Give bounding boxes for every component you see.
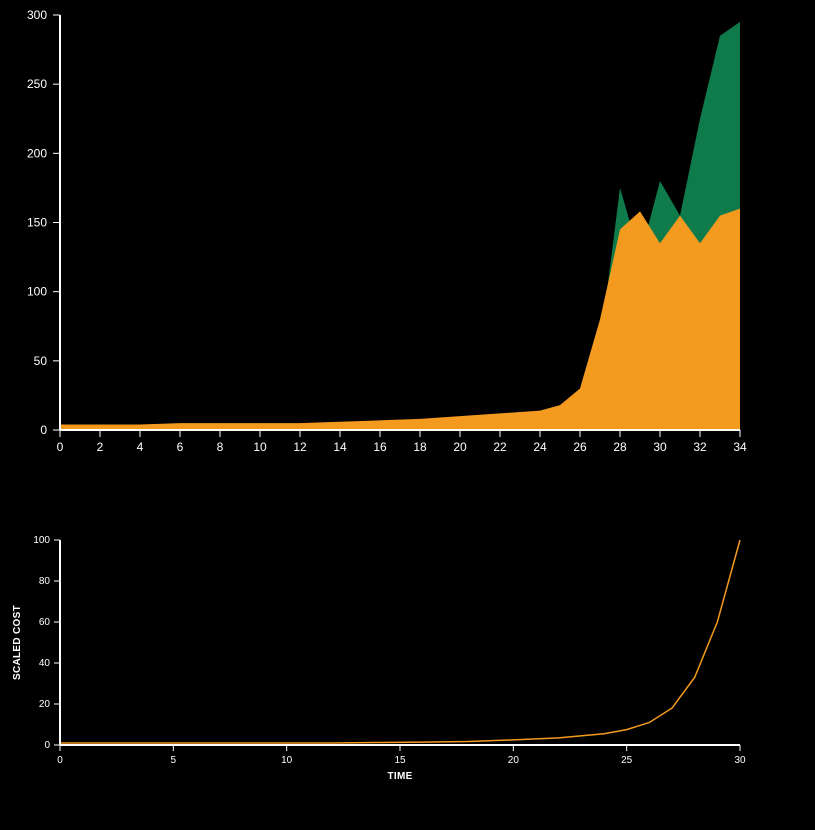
- x-tick-label: 26: [573, 440, 587, 454]
- x-tick-label: 20: [453, 440, 467, 454]
- y-tick-label: 200: [27, 146, 47, 160]
- y-tick-label: 0: [40, 423, 47, 437]
- bottom-y-axis-label: SCALED COST: [12, 605, 23, 680]
- x-tick-label: 0: [57, 755, 63, 766]
- x-tick-label: 25: [621, 755, 633, 766]
- x-tick-label: 30: [653, 440, 667, 454]
- y-tick-label: 250: [27, 77, 47, 91]
- x-tick-label: 16: [373, 440, 387, 454]
- x-tick-label: 8: [217, 440, 224, 454]
- x-tick-label: 34: [733, 440, 747, 454]
- y-tick-label: 60: [39, 617, 51, 628]
- x-tick-label: 15: [394, 755, 406, 766]
- x-tick-label: 5: [171, 755, 177, 766]
- x-tick-label: 22: [493, 440, 507, 454]
- x-tick-label: 10: [253, 440, 267, 454]
- x-tick-label: 14: [333, 440, 347, 454]
- y-tick-label: 20: [39, 699, 51, 710]
- x-tick-label: 2: [97, 440, 104, 454]
- x-tick-label: 30: [734, 755, 746, 766]
- x-tick-label: 20: [508, 755, 520, 766]
- bottom-x-axis-label: TIME: [387, 771, 412, 782]
- x-tick-label: 12: [293, 440, 307, 454]
- y-tick-label: 80: [39, 576, 51, 587]
- x-tick-label: 24: [533, 440, 547, 454]
- x-tick-label: 4: [137, 440, 144, 454]
- y-tick-label: 50: [34, 354, 48, 368]
- y-tick-label: 0: [44, 740, 50, 751]
- figure: 0246810121416182022242628303234 05010015…: [0, 0, 815, 830]
- y-tick-label: 100: [27, 285, 47, 299]
- x-tick-label: 0: [57, 440, 64, 454]
- x-tick-label: 10: [281, 755, 293, 766]
- y-tick-label: 300: [27, 8, 47, 22]
- x-tick-label: 28: [613, 440, 627, 454]
- y-tick-label: 40: [39, 658, 51, 669]
- x-tick-label: 18: [413, 440, 427, 454]
- y-tick-label: 100: [33, 535, 50, 546]
- y-tick-label: 150: [27, 216, 47, 230]
- x-tick-label: 32: [693, 440, 707, 454]
- x-tick-label: 6: [177, 440, 184, 454]
